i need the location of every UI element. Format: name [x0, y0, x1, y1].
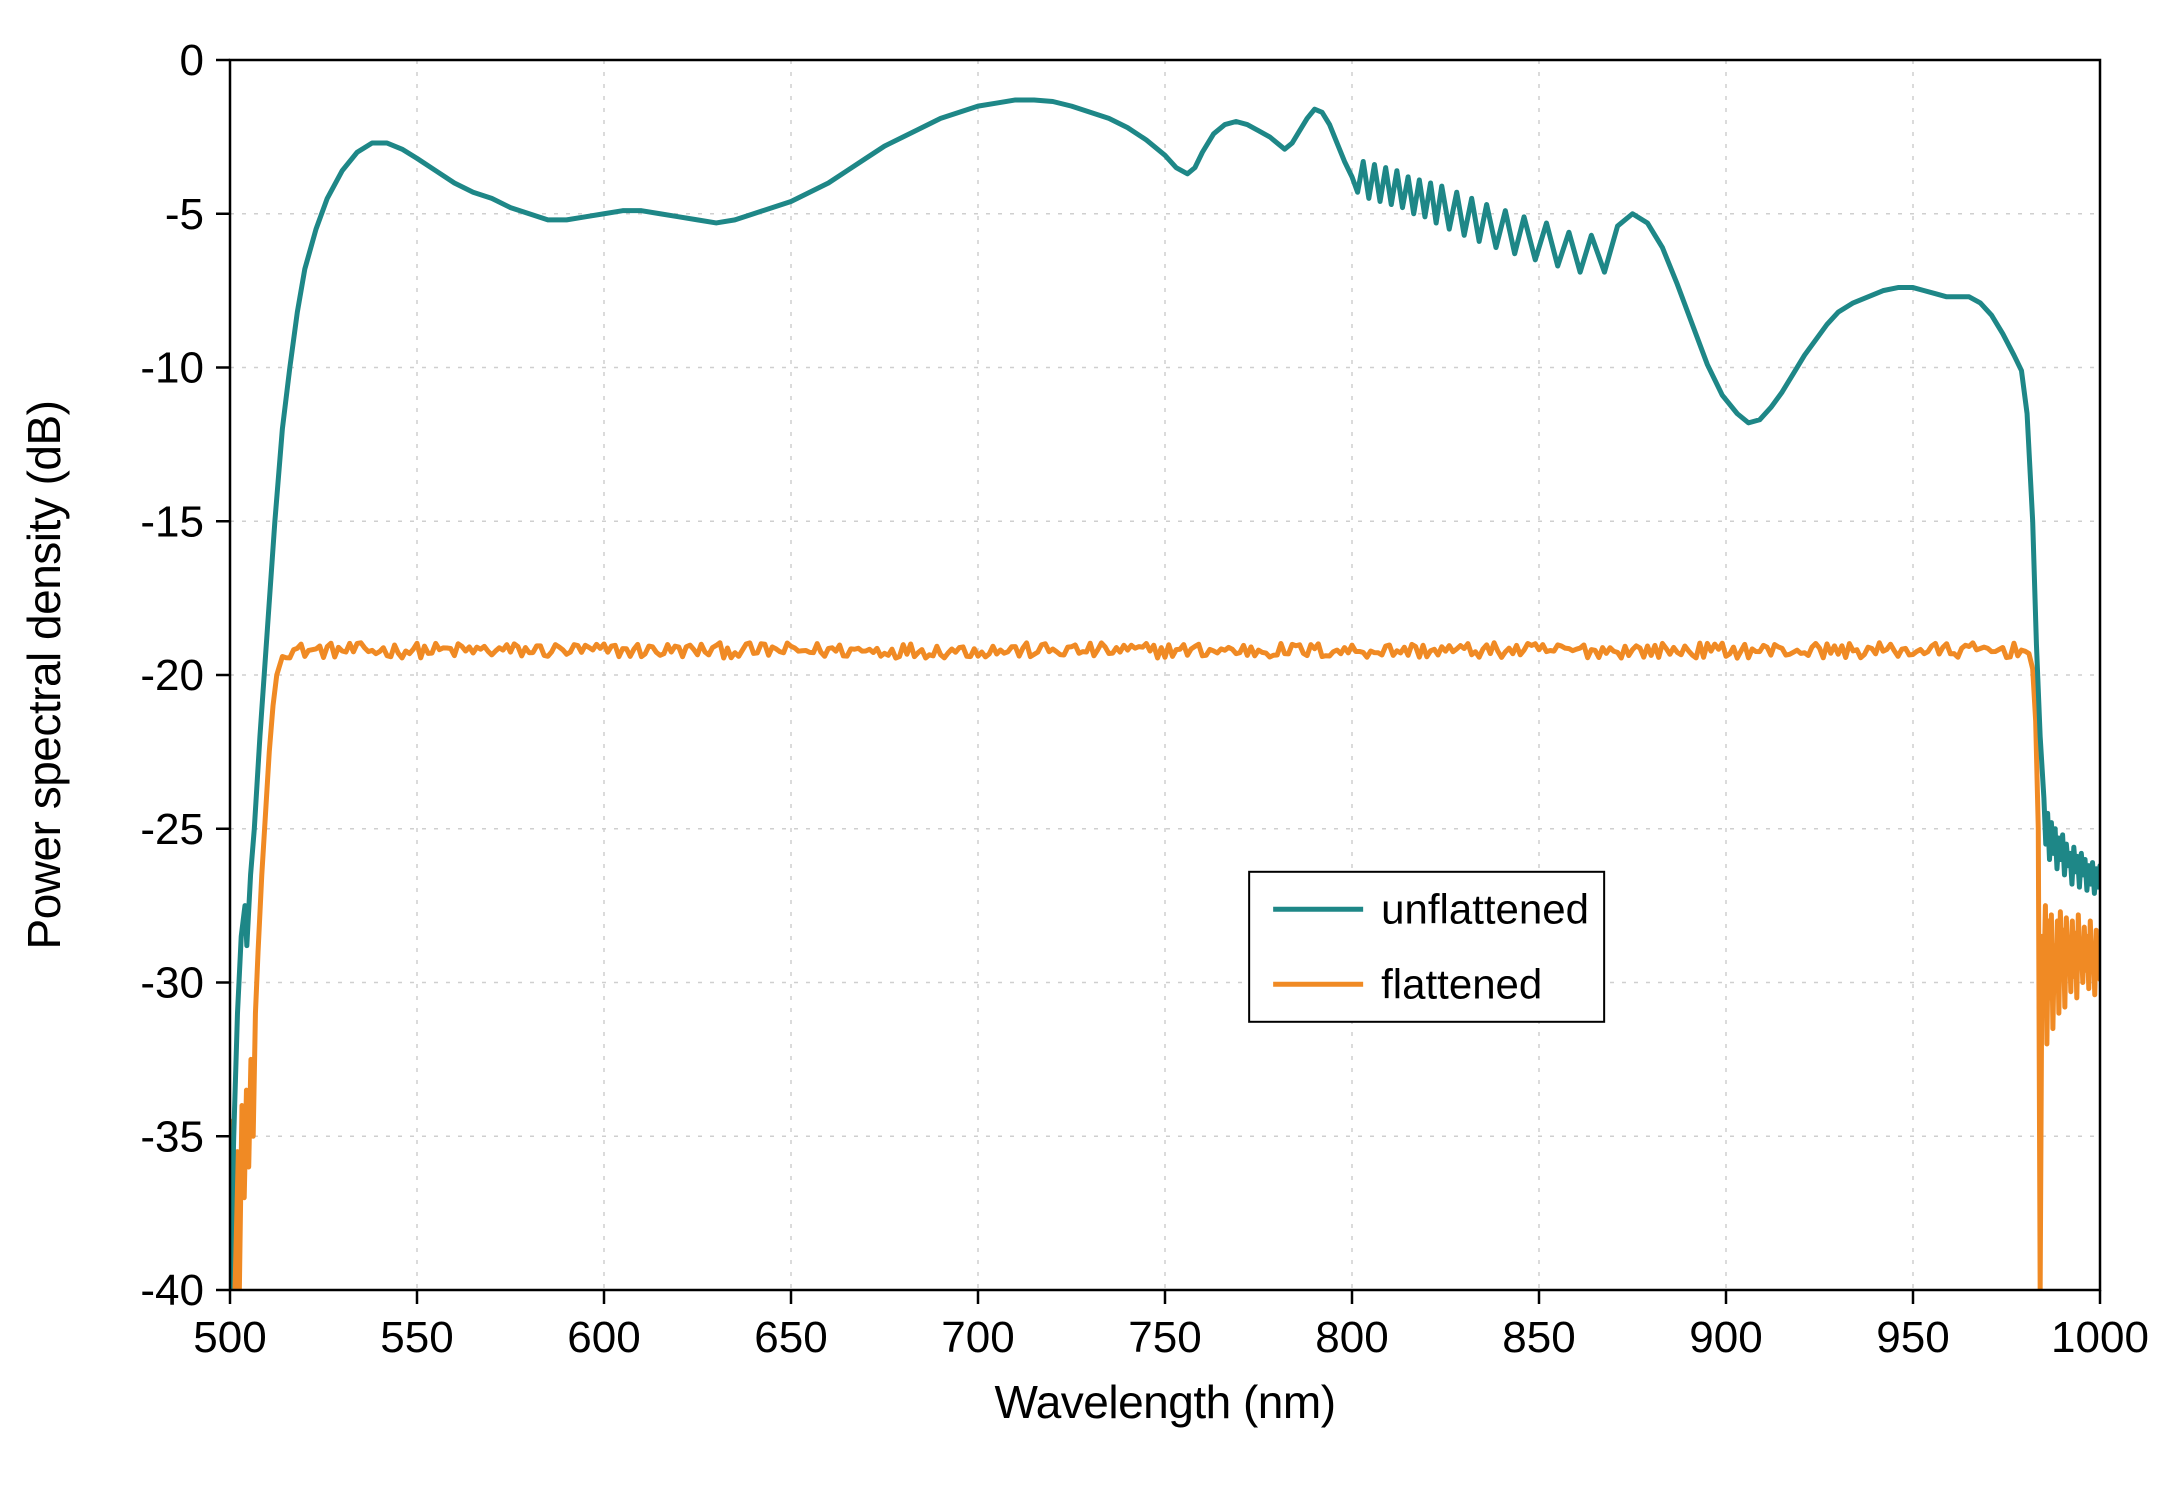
x-tick-label: 650: [754, 1313, 827, 1362]
x-tick-label: 900: [1689, 1313, 1762, 1362]
x-axis-label: Wavelength (nm): [994, 1376, 1335, 1428]
y-tick-label: -5: [165, 190, 204, 239]
y-tick-label: 0: [180, 36, 204, 85]
y-tick-label: -30: [140, 959, 204, 1008]
x-tick-label: 500: [193, 1313, 266, 1362]
x-tick-label: 550: [380, 1313, 453, 1362]
legend: unflattened flattened: [1249, 872, 1604, 1022]
y-tick-label: -25: [140, 805, 204, 854]
y-tick-label: -35: [140, 1112, 204, 1161]
x-tick-label: 1000: [2051, 1313, 2149, 1362]
y-tick-label: -10: [140, 344, 204, 393]
x-tick-label: 700: [941, 1313, 1014, 1362]
x-tick-label: 600: [567, 1313, 640, 1362]
y-tick-label: -40: [140, 1266, 204, 1315]
y-axis-label: Power spectral density (dB): [18, 401, 70, 950]
y-tick-label: -15: [140, 497, 204, 546]
legend-label-unflattened: unflattened: [1381, 885, 1589, 932]
y-tick-label: -20: [140, 651, 204, 700]
x-tick-label: 850: [1502, 1313, 1575, 1362]
psd-chart: 500 550 600 650 700 750 800 850 900 950 1000 -40 -35…: [0, 0, 2180, 1492]
legend-label-flattened: flattened: [1381, 960, 1542, 1007]
x-tick-label: 750: [1128, 1313, 1201, 1362]
x-tick-label: 950: [1876, 1313, 1949, 1362]
x-tick-label: 800: [1315, 1313, 1388, 1362]
